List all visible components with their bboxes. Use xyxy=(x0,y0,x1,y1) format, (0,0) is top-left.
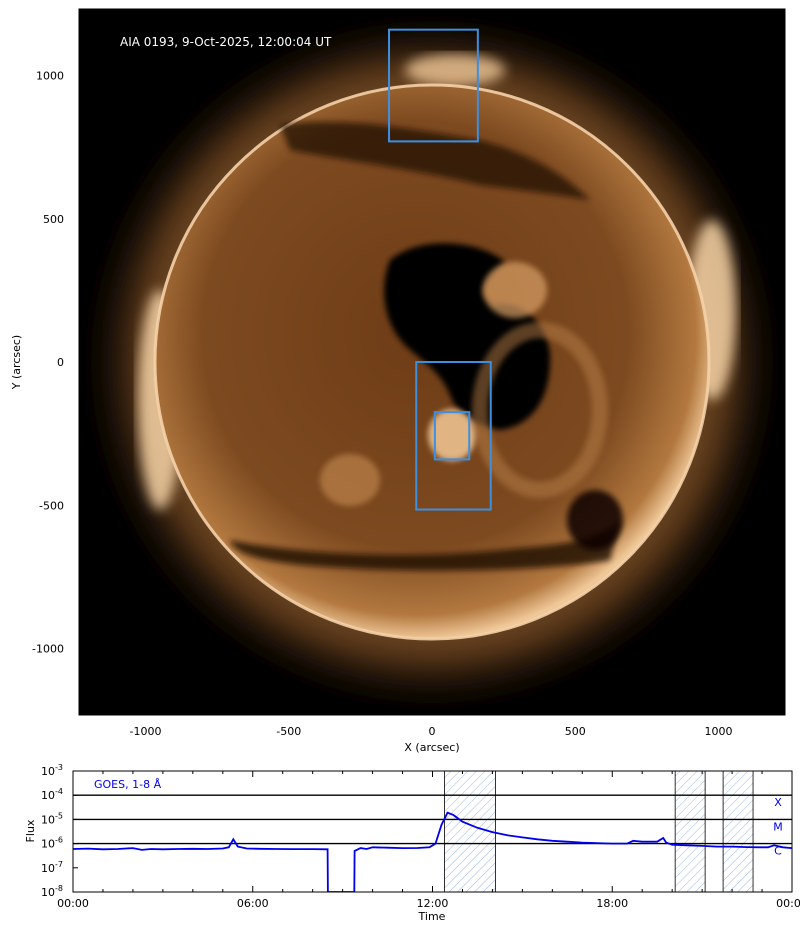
north-limb-box xyxy=(388,28,479,143)
dark-channel-south xyxy=(230,520,620,571)
shaded-interval xyxy=(675,771,706,892)
bright-loop-west xyxy=(483,262,547,318)
image-xlabel: X (arcsec) xyxy=(404,741,459,754)
goes-plot-area xyxy=(73,771,792,892)
active-region-box-small xyxy=(433,411,471,461)
goes-flux-line xyxy=(73,811,792,892)
goes-xlabel: Time xyxy=(418,910,446,923)
goes-flare-levels: XMC xyxy=(73,794,792,858)
solar-limb xyxy=(153,83,711,641)
active-region-core xyxy=(428,409,476,461)
image-xtick-label: 500 xyxy=(565,725,586,738)
bright-plage-sw xyxy=(320,454,380,506)
image-xtick-label: 1000 xyxy=(705,725,733,738)
goes-axes: 00:0006:0012:0018:0000:0010-810-710-610-… xyxy=(41,763,800,910)
region-boxes xyxy=(388,28,492,511)
bright-arc-east xyxy=(472,322,608,498)
image-ytick-label: -500 xyxy=(39,499,64,512)
dark-channel-north xyxy=(280,121,590,200)
image-annotation: AIA 0193, 9-Oct-2025, 12:00:04 UT xyxy=(120,35,332,49)
flare-class-label: X xyxy=(774,796,782,809)
image-xtick-label: -1000 xyxy=(130,725,162,738)
goes-ylabel: Flux xyxy=(24,819,37,842)
goes-ytick-label: 10-6 xyxy=(41,836,63,851)
aia-image-panel: AIA 0193, 9-Oct-2025, 12:00:04 UT -1000-… xyxy=(10,8,786,754)
goes-xtick-label: 18:00 xyxy=(596,897,628,910)
image-ylabel: Y (arcsec) xyxy=(10,335,23,390)
goes-ytick-label: 10-3 xyxy=(41,763,63,778)
goes-shaded-intervals xyxy=(444,771,754,892)
image-ytick-label: 0 xyxy=(57,356,64,369)
goes-ytick-label: 10-7 xyxy=(41,860,63,875)
image-xtick-label: -500 xyxy=(276,725,301,738)
goes-xtick-label: 00:00 xyxy=(57,897,89,910)
limb-bright-north xyxy=(405,54,505,86)
goes-panel: XMC 00:0006:0012:0018:0000:0010-810-710-… xyxy=(24,763,800,923)
flare-class-label: M xyxy=(773,820,783,833)
image-ytick-label: 1000 xyxy=(36,70,64,83)
goes-ytick-label: 10-4 xyxy=(41,787,63,802)
dark-patch-sw xyxy=(567,490,623,550)
goes-xtick-label: 00:00 xyxy=(776,897,800,910)
goes-xtick-label: 12:00 xyxy=(417,897,449,910)
image-xtick-label: 0 xyxy=(429,725,436,738)
coronal-hole xyxy=(384,243,551,430)
shaded-interval xyxy=(723,771,754,892)
image-ytick-label: 500 xyxy=(43,213,64,226)
image-ytick-label: -1000 xyxy=(32,643,64,656)
active-region-box-large xyxy=(415,361,492,511)
image-axes: -1000 -500 0 500 1000 1000 500 0 -500 -1000 xyxy=(32,9,785,738)
shaded-interval xyxy=(444,771,496,892)
goes-ytick-label: 10-5 xyxy=(41,811,63,826)
goes-annotation: GOES, 1-8 Å xyxy=(94,778,162,791)
flare-class-label: C xyxy=(774,845,782,858)
goes-xtick-label: 06:00 xyxy=(237,897,269,910)
